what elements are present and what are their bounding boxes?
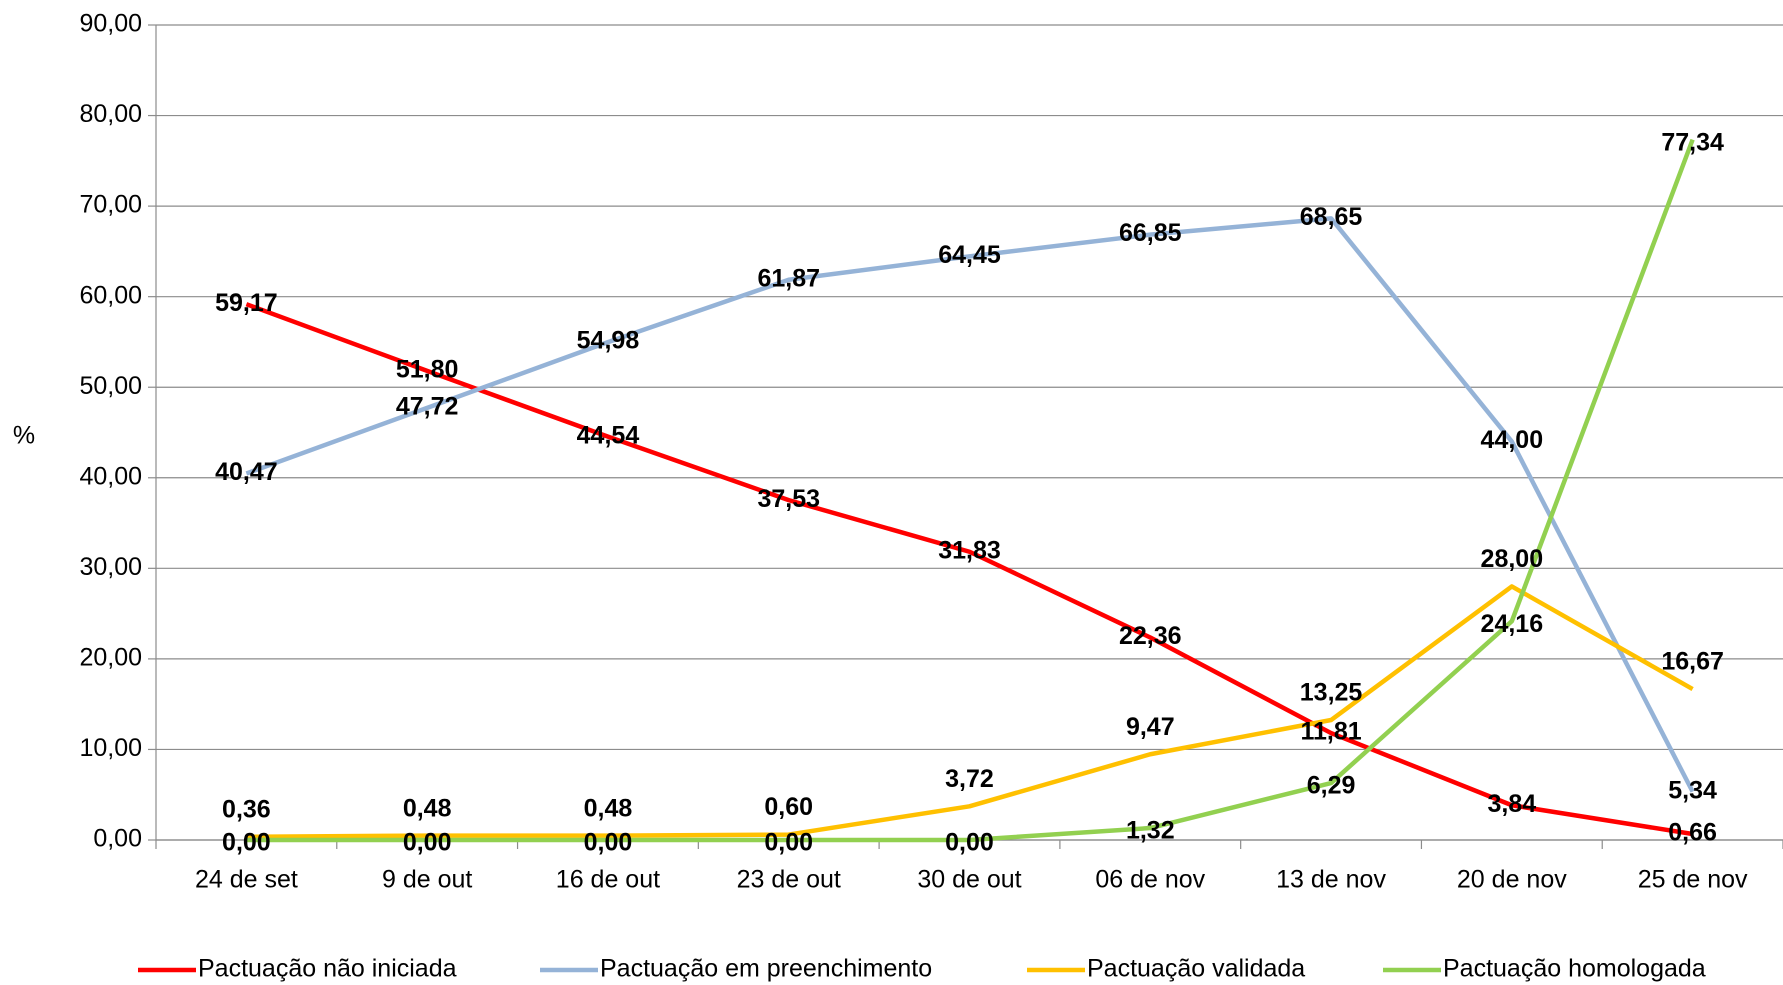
data-label: 77,34 <box>1661 128 1724 156</box>
data-label: 3,72 <box>945 765 994 793</box>
data-label: 0,36 <box>222 795 271 823</box>
data-label: 51,80 <box>396 356 459 384</box>
x-tick-label: 13 de nov <box>1276 866 1386 894</box>
series-line <box>245 302 1693 837</box>
data-label: 0,66 <box>1668 819 1717 847</box>
data-label: 0,00 <box>584 829 633 857</box>
x-tick-label: 30 de out <box>917 866 1021 894</box>
series-line <box>246 584 1694 839</box>
legend: Pactuação não iniciada Pactuação em preen… <box>138 955 1706 983</box>
data-label: 61,87 <box>757 264 820 292</box>
x-tick-label: 24 de set <box>195 866 298 894</box>
data-label: 66,85 <box>1119 219 1182 247</box>
data-label: 68,65 <box>1300 203 1363 231</box>
data-label: 13,25 <box>1300 679 1363 707</box>
y-tick-label: 0,00 <box>93 825 142 853</box>
data-label: 0,00 <box>945 829 994 857</box>
data-label: 28,00 <box>1481 545 1544 573</box>
data-label: 54,98 <box>577 327 640 355</box>
data-label: 5,34 <box>1668 776 1717 804</box>
legend-label: Pactuação homologada <box>1443 955 1706 983</box>
data-label: 24,16 <box>1481 610 1544 638</box>
legend-label: Pactuação validada <box>1087 955 1305 983</box>
x-tick-label: 25 de nov <box>1638 866 1748 894</box>
data-label: 16,67 <box>1661 648 1724 676</box>
data-label: 44,54 <box>577 421 640 449</box>
y-tick-label: 80,00 <box>79 100 142 128</box>
legend-label: Pactuação em preenchimento <box>600 955 932 983</box>
x-tick-label: 20 de nov <box>1457 866 1567 894</box>
x-tick-label: 16 de out <box>556 866 660 894</box>
x-tick-label: 9 de out <box>382 866 472 894</box>
y-tick-label: 60,00 <box>79 281 142 309</box>
data-label: 9,47 <box>1126 713 1175 741</box>
data-label: 1,32 <box>1126 817 1175 845</box>
data-label: 37,53 <box>757 485 820 513</box>
data-label: 0,00 <box>403 829 452 857</box>
data-label: 0,00 <box>222 829 271 857</box>
data-label: 47,72 <box>396 392 459 420</box>
y-axis-label: % <box>13 422 35 450</box>
data-label: 64,45 <box>938 241 1001 269</box>
data-label: 3,84 <box>1487 790 1536 818</box>
data-label: 44,00 <box>1481 426 1544 454</box>
data-label: 0,00 <box>764 829 813 857</box>
legend-label: Pactuação não iniciada <box>198 955 457 983</box>
data-label: 0,48 <box>584 794 633 822</box>
y-tick-label: 50,00 <box>79 372 142 400</box>
y-tick-label: 20,00 <box>79 643 142 671</box>
y-tick-label: 10,00 <box>79 734 142 762</box>
data-label: 0,60 <box>764 793 813 821</box>
x-tick-label: 06 de nov <box>1095 866 1205 894</box>
series-line <box>246 138 1695 843</box>
y-tick-label: 40,00 <box>79 462 142 490</box>
data-label: 0,48 <box>403 794 452 822</box>
data-label: 6,29 <box>1307 772 1356 800</box>
series-line <box>245 216 1695 793</box>
data-label: 59,17 <box>215 289 278 317</box>
y-tick-label: 30,00 <box>79 553 142 581</box>
y-tick-label: 90,00 <box>79 10 142 38</box>
data-label: 31,83 <box>938 536 1001 564</box>
data-label: 40,47 <box>215 458 278 486</box>
data-label: 22,36 <box>1119 622 1182 650</box>
x-tick-label: 23 de out <box>737 866 841 894</box>
data-label: 11,81 <box>1300 718 1361 746</box>
y-tick-label: 70,00 <box>79 191 142 219</box>
